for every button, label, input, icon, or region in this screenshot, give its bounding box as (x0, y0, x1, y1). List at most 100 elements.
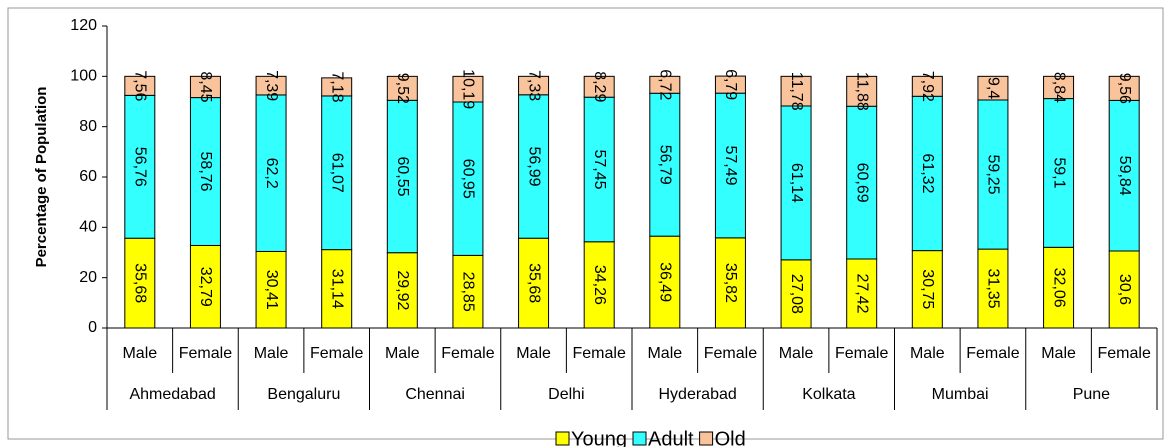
bar-segment (977, 75, 1009, 101)
bar-segment (911, 95, 943, 252)
data-label: 35,82 (722, 263, 739, 303)
data-label: 6,72 (657, 69, 674, 100)
data-label: 32,06 (1050, 268, 1067, 308)
bar-segment (583, 96, 615, 243)
data-label: 34,26 (591, 265, 608, 305)
y-tick-label: 60 (79, 168, 97, 185)
legend-swatch (699, 431, 714, 446)
data-label: 32,79 (197, 267, 214, 307)
legend-swatch (632, 431, 647, 446)
data-label: 60,69 (853, 163, 870, 203)
data-label: 7,56 (132, 70, 149, 101)
bar-segment (452, 254, 484, 329)
bar-segment (321, 95, 353, 251)
data-label: 35,68 (132, 263, 149, 303)
legend-label: Young (571, 428, 627, 447)
bar-segment (518, 75, 550, 96)
data-label: 57,45 (591, 149, 608, 189)
bar-segment (911, 250, 943, 329)
x-tick-label: Male (516, 345, 551, 362)
group-label: Ahmedabad (129, 386, 215, 403)
y-tick-label: 80 (79, 118, 97, 135)
legend-label: Adult (648, 428, 694, 447)
bar-segment (321, 77, 353, 97)
bar-segment (649, 75, 681, 94)
x-tick-label: Male (647, 345, 682, 362)
data-label: 11,78 (788, 72, 805, 111)
data-label: 8,45 (197, 71, 214, 102)
data-label: 61,07 (328, 153, 345, 193)
bar-segment (1043, 75, 1075, 100)
data-label: 30,41 (263, 270, 280, 310)
y-tick-label: 40 (79, 219, 97, 236)
bar-segment (386, 252, 418, 329)
bar-segment (255, 75, 287, 96)
bar-segment (1108, 99, 1140, 252)
bar-segment (189, 97, 221, 246)
bar-segment (124, 94, 156, 239)
bar-segment (977, 99, 1009, 250)
y-tick-label: 20 (79, 269, 97, 286)
group-label: Delhi (548, 386, 584, 403)
data-label: 58,76 (197, 152, 214, 192)
data-label: 59,25 (985, 155, 1002, 195)
data-label: 30,6 (1116, 274, 1133, 305)
x-tick-label: Female (704, 345, 757, 362)
data-label: 11,88 (853, 72, 870, 111)
group-label: Mumbai (932, 386, 989, 403)
bar-segment (386, 99, 418, 254)
data-label: 7,33 (525, 70, 542, 101)
bar-segment (846, 105, 878, 260)
data-label: 9,56 (1116, 73, 1133, 104)
bar-segment (124, 75, 156, 96)
data-label: 31,14 (328, 269, 345, 309)
bar-segment (124, 237, 156, 329)
bar-segment (1043, 98, 1075, 248)
x-tick-label: Male (254, 345, 289, 362)
bar-segment (1108, 75, 1140, 101)
bar-segment (649, 235, 681, 329)
bar-segment (452, 75, 484, 103)
x-tick-label: Male (122, 345, 157, 362)
data-label: 59,84 (1116, 156, 1133, 196)
bar-segment (1043, 246, 1075, 329)
legend-swatch (555, 431, 570, 446)
group-label: Pune (1073, 386, 1110, 403)
x-tick-label: Female (573, 345, 626, 362)
y-tick-label: 120 (70, 17, 97, 34)
bar-segment (846, 75, 878, 107)
x-tick-label: Male (385, 345, 420, 362)
group-label: Bengaluru (267, 386, 340, 403)
bar-segment (583, 241, 615, 329)
x-tick-label: Female (441, 345, 494, 362)
data-label: 59,1 (1050, 157, 1067, 188)
data-label: 31,35 (985, 269, 1002, 309)
bar-segment (452, 101, 484, 256)
bar-segment (386, 75, 418, 101)
data-label: 36,49 (657, 262, 674, 302)
bar-segment (780, 259, 812, 329)
bar-segment (714, 75, 746, 94)
bar-segment (780, 75, 812, 107)
bar-segment (714, 92, 746, 239)
data-label: 56,76 (132, 147, 149, 187)
data-label: 35,68 (525, 263, 542, 303)
data-label: 30,75 (919, 269, 936, 309)
x-tick-label: Female (835, 345, 888, 362)
group-label: Chennai (405, 386, 465, 403)
bar-segment (518, 94, 550, 239)
data-label: 60,95 (460, 159, 477, 199)
x-tick-label: Male (910, 345, 945, 362)
data-label: 56,79 (657, 145, 674, 185)
data-label: 7,92 (919, 71, 936, 102)
data-label: 61,32 (919, 153, 936, 193)
bar-segment (911, 75, 943, 97)
y-tick-label: 100 (70, 68, 97, 85)
group-label: Kolkata (802, 386, 855, 403)
bar-segment (649, 92, 681, 237)
x-tick-label: Female (310, 345, 363, 362)
bar-segment (518, 237, 550, 329)
data-label: 9,52 (394, 73, 411, 104)
data-label: 8,84 (1050, 72, 1067, 103)
